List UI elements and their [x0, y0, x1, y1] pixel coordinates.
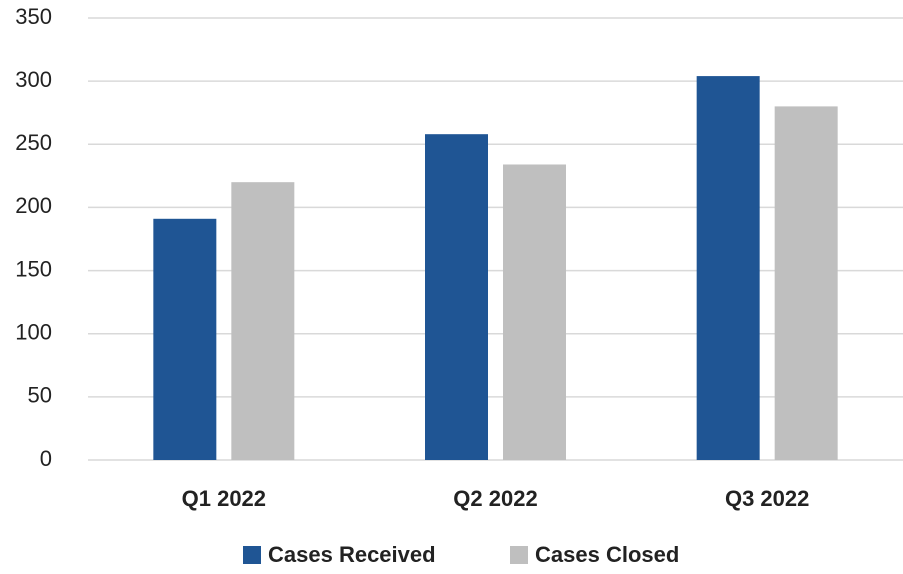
bar [696, 76, 760, 460]
y-tick-label: 150 [15, 256, 52, 281]
bar [425, 134, 488, 460]
bar [231, 182, 295, 460]
y-tick-label: 50 [28, 383, 52, 408]
y-tick-label: 0 [40, 446, 52, 471]
legend-swatch [243, 546, 261, 564]
bar [153, 218, 217, 460]
y-tick-label: 100 [15, 320, 52, 345]
legend-label: Cases Received [268, 542, 436, 567]
y-tick-label: 250 [15, 130, 52, 155]
bar [774, 106, 838, 461]
x-tick-label: Q2 2022 [453, 486, 537, 511]
bar [503, 164, 566, 460]
y-tick-label: 300 [15, 67, 52, 92]
y-tick-label: 350 [15, 4, 52, 29]
legend-label: Cases Closed [535, 542, 679, 567]
x-tick-label: Q1 2022 [182, 486, 266, 511]
legend-swatch [510, 546, 528, 564]
y-tick-label: 200 [15, 193, 52, 218]
x-tick-label: Q3 2022 [725, 486, 809, 511]
